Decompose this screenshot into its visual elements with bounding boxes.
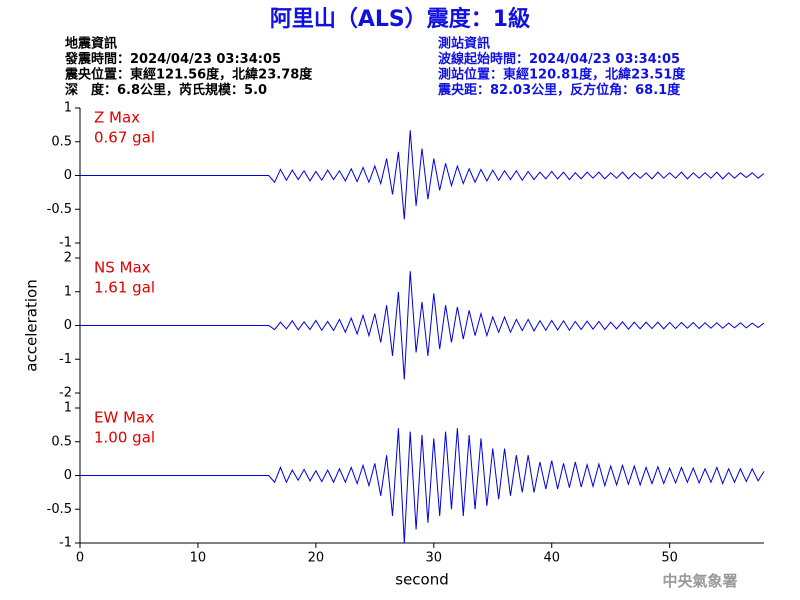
y-tick-label: -0.5	[47, 502, 72, 517]
info-line: 震央距：82.03公里，反方位角：68.1度	[437, 82, 681, 98]
x-tick-label: 0	[76, 551, 84, 566]
y-tick-label: -0.5	[47, 202, 72, 217]
y-tick-label: 0	[64, 468, 72, 483]
chart-title: 阿里山（ALS）震度：1級	[270, 6, 530, 32]
info-line: 波線起始時間：2024/04/23 03:34:05	[438, 51, 680, 67]
y-tick-label: 1	[64, 401, 72, 416]
y-tick-label: 1	[64, 284, 72, 299]
y-tick-label: 2	[64, 251, 72, 266]
x-tick-label: 40	[543, 551, 560, 566]
info-line: 地震資訊	[65, 36, 117, 52]
y-tick-label: 0.5	[51, 434, 72, 449]
waveform	[80, 271, 765, 380]
y-tick-label: -1	[59, 536, 72, 551]
waveform	[80, 428, 765, 544]
info-line: 深 度：6.8公里，芮氏規模：5.0	[65, 82, 267, 98]
annotation: Z Max	[94, 109, 140, 127]
info-line: 測站資訊	[438, 36, 490, 52]
x-tick-label: 10	[190, 551, 207, 566]
x-tick-label: 20	[308, 551, 325, 566]
x-tick-label: 30	[426, 551, 443, 566]
y-tick-label: 0	[64, 168, 72, 183]
y-tick-label: -1	[59, 352, 72, 367]
x-tick-label: 50	[661, 551, 678, 566]
y-tick-label: 0	[64, 318, 72, 333]
x-axis-label: second	[395, 571, 449, 589]
waveform	[80, 130, 765, 220]
annotation: NS Max	[94, 259, 151, 277]
annotation: 1.00 gal	[94, 429, 155, 447]
info-line: 測站位置：東經120.81度，北緯23.51度	[438, 67, 686, 83]
y-tick-label: -1	[59, 236, 72, 251]
y-axis-label: acceleration	[23, 279, 41, 371]
y-tick-label: -2	[59, 386, 72, 401]
watermark: 中央氣象署	[662, 572, 737, 590]
y-tick-label: 1	[64, 101, 72, 116]
annotation: 1.61 gal	[94, 279, 155, 297]
annotation: 0.67 gal	[94, 129, 155, 147]
info-line: 震央位置：東經121.56度，北緯23.78度	[64, 67, 313, 83]
annotation: EW Max	[94, 409, 154, 427]
y-tick-label: 0.5	[51, 134, 72, 149]
info-line: 發震時間：2024/04/23 03:34:05	[64, 51, 281, 67]
